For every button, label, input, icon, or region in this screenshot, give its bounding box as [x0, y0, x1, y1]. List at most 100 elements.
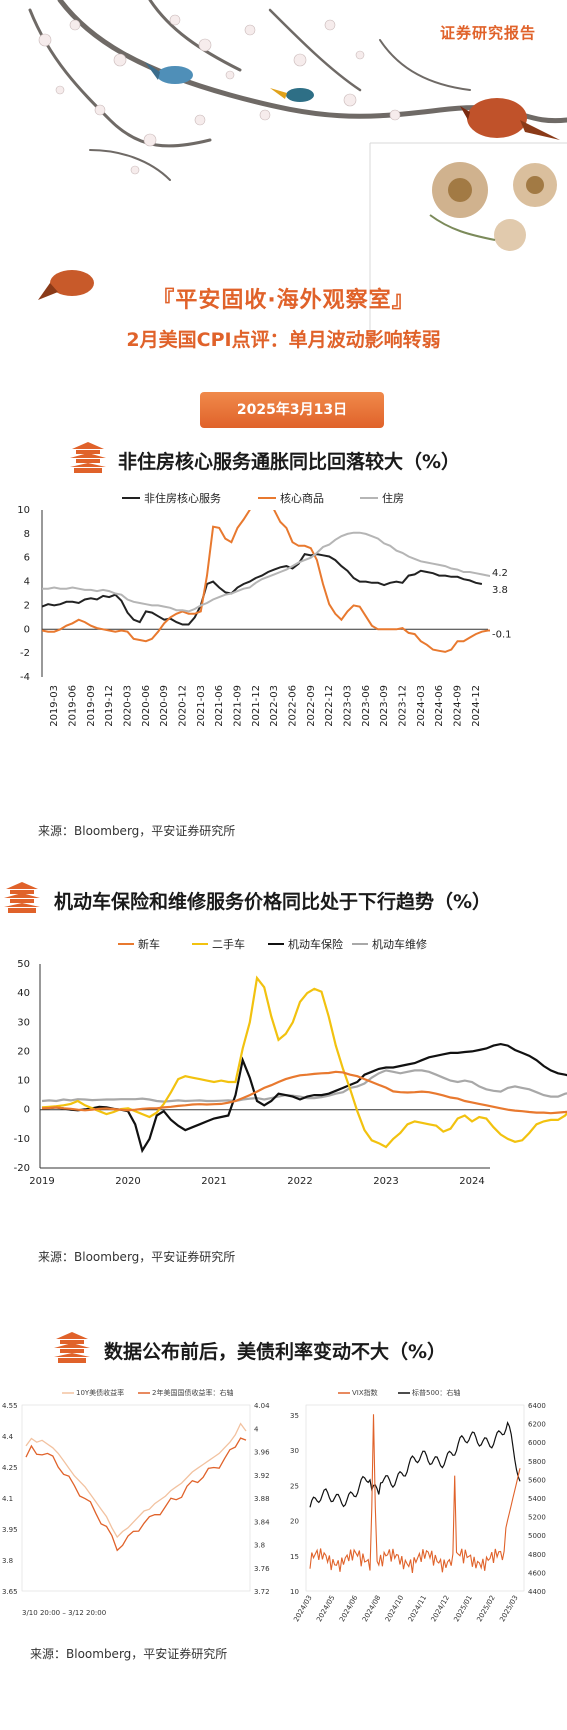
report-subtitle: 2月美国CPI点评：单月波动影响转弱 [126, 329, 441, 351]
section-title-core-services: 非住房核心服务通胀同比回落较大（%） [118, 451, 461, 473]
series-line-2 [41, 1042, 567, 1154]
x-tick-label: 2024/10 [384, 1594, 405, 1623]
series-line-1 [41, 975, 567, 1149]
y-tick-label: -4 [20, 672, 30, 683]
right-y-tick: 5800 [528, 1458, 546, 1466]
x-tick-label: 2019-03 [49, 685, 60, 727]
x-tick-label: 2021-03 [196, 685, 207, 727]
y-tick-label: 0 [24, 1105, 30, 1116]
y-tick-label: 8 [24, 529, 30, 540]
series-line-3 [41, 1069, 567, 1103]
end-value-label: 4.2 [492, 568, 508, 579]
source-note: 来源：Bloomberg，平安证券研究所 [38, 1250, 236, 1264]
legend-label: 标普500：右轴 [412, 1388, 460, 1397]
x-tick-label: 2025/01 [452, 1594, 473, 1623]
x-tick-label: 2024/11 [407, 1594, 428, 1623]
x-tick-label: 2021 [201, 1176, 226, 1187]
y-tick-label: 6 [24, 553, 30, 564]
chart-vix-sp500: 35 30 25 20 15 10 6400 6200 6000 5800 5600 5400 5200… [290, 1388, 546, 1624]
peony-illustration [429, 162, 557, 251]
y-tick-label: 50 [17, 959, 30, 970]
x-tick-label: 2022-06 [287, 685, 298, 727]
section-title-treasury-yields: 数据公布前后，美债利率变动不大（%） [104, 1341, 447, 1363]
chart-treasury-yields: 4.55 4.4 4.25 4.1 3.95 3.8 3.65 4.04 4 3.96 3.92 3.… [2, 1388, 270, 1617]
y-tick-label: 0 [24, 624, 30, 635]
right-y-tick: 4600 [528, 1569, 546, 1577]
legend-label: 机动车保险 [288, 937, 343, 951]
x-tick-label: 2022-12 [324, 685, 335, 727]
left-y-tick: 30 [290, 1447, 299, 1455]
right-y-tick: 6200 [528, 1421, 546, 1429]
x-tick-label: 2024/05 [315, 1594, 336, 1623]
blossom-illustration [38, 14, 401, 175]
source-note: 来源：Bloomberg，平安证券研究所 [30, 1647, 228, 1661]
left-y-tick: 4.4 [2, 1433, 14, 1441]
x-tick-label: 2024-03 [416, 685, 427, 727]
x-tick-label: 2024/12 [430, 1594, 451, 1623]
x-tick-label: 2020-09 [159, 685, 170, 727]
y-tick-label: 10 [17, 505, 30, 516]
y-tick-label: -20 [14, 1163, 30, 1174]
legend-label: 10Y美债收益率 [76, 1388, 124, 1397]
x-tick-label: 2023 [373, 1176, 398, 1187]
legend-label: VIX指数 [352, 1388, 378, 1397]
x-tick-label: 2025/02 [475, 1594, 496, 1623]
y-tick-label: -2 [20, 648, 30, 659]
x-range-label: 3/10 20:00 – 3/12 20:00 [22, 1609, 106, 1617]
right-y-tick: 5400 [528, 1495, 546, 1503]
x-tick-label: 2022 [287, 1176, 312, 1187]
legend-label: 新车 [138, 937, 160, 951]
legend-label: 非住房核心服务 [144, 491, 221, 505]
left-y-tick: 10 [290, 1588, 299, 1596]
y-tick-label: 4 [24, 577, 30, 588]
end-value-label: -0.1 [492, 629, 512, 640]
report-title: 『平安固收·海外观察室』 [152, 288, 415, 313]
right-y-tick: 4.04 [254, 1402, 270, 1410]
series-line-2y [25, 1437, 247, 1552]
x-tick-label: 2023-12 [397, 685, 408, 727]
right-y-tick: 5000 [528, 1532, 546, 1540]
x-tick-label: 2020-06 [141, 685, 152, 727]
x-tick-label: 2021-12 [251, 685, 262, 727]
pagoda-icon [70, 442, 106, 473]
x-tick-label: 2023-03 [342, 685, 353, 727]
x-tick-label: 2019 [29, 1176, 54, 1187]
x-tick-label: 2019-12 [104, 685, 115, 727]
x-tick-label: 2024/06 [338, 1594, 360, 1624]
left-y-tick: 4.55 [2, 1402, 18, 1410]
right-y-tick: 5200 [528, 1514, 546, 1522]
legend-label: 2年美国国债收益率：右轴 [152, 1388, 233, 1397]
right-y-tick: 5600 [528, 1476, 546, 1484]
bird-illustration [38, 62, 560, 300]
y-tick-label: 30 [17, 1017, 30, 1028]
x-tick-label: 2021-09 [233, 685, 244, 727]
legend-label: 机动车维修 [372, 937, 427, 951]
x-tick-label: 2020-03 [123, 685, 134, 727]
left-y-tick: 3.8 [2, 1557, 13, 1565]
right-y-tick: 3.96 [254, 1449, 270, 1457]
series-line-sp500 [309, 1420, 521, 1508]
x-tick-label: 2019-06 [68, 685, 79, 727]
y-tick-label: -10 [14, 1134, 30, 1145]
x-tick-label: 2024-06 [434, 685, 445, 727]
right-y-tick: 6000 [528, 1439, 546, 1447]
left-y-tick: 4.1 [2, 1495, 13, 1503]
right-y-tick: 3.88 [254, 1495, 270, 1503]
chart-core-services: -4 -2 0 2 4 6 8 10 2019-03 2019-06 2019-09 2019-12 2… [17, 491, 512, 727]
right-y-tick: 3.84 [254, 1518, 270, 1526]
series-line-0 [41, 1070, 567, 1115]
left-y-tick: 4.25 [2, 1464, 18, 1472]
left-y-tick: 3.65 [2, 1588, 18, 1596]
x-tick-label: 2023-09 [379, 685, 390, 727]
series-line-2 [42, 531, 490, 613]
report-date: 2025年3月13日 [200, 392, 384, 428]
legend-label: 住房 [382, 491, 404, 505]
x-tick-label: 2023-06 [361, 685, 372, 727]
source-note: 来源：Bloomberg，平安证券研究所 [38, 824, 236, 838]
y-tick-label: 2 [24, 600, 30, 611]
right-y-tick: 3.92 [254, 1472, 270, 1480]
series-line-10y [25, 1422, 247, 1539]
y-tick-label: 20 [17, 1046, 30, 1057]
legend-label: 核心商品 [280, 491, 324, 505]
x-tick-label: 2019-09 [86, 685, 97, 727]
